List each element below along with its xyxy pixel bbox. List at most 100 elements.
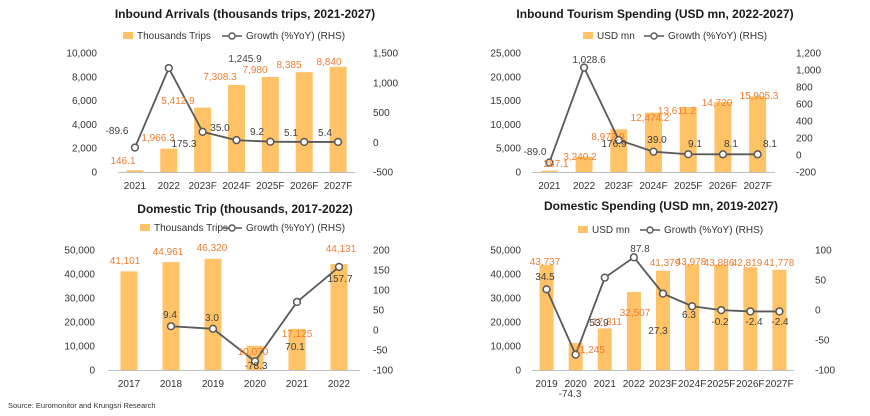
x-tick-label: 2021 [538, 181, 561, 192]
y-left-tick: 20,000 [490, 72, 521, 83]
bar [645, 112, 662, 172]
growth-value-label: 1,245.9 [228, 54, 262, 65]
bar [626, 291, 641, 370]
legend-line-marker [650, 32, 658, 40]
growth-value-label: 9.1 [688, 139, 702, 150]
y-right-tick: 0 [373, 326, 379, 337]
legend-bar-swatch [583, 32, 593, 39]
legend-bar-label: Thousands Trips [154, 223, 228, 234]
growth-point [629, 253, 639, 262]
x-tick-label: 2023F [188, 181, 216, 192]
bar-value-label: 17,125 [282, 329, 313, 340]
growth-point [684, 150, 693, 159]
bar-value-label: 42,819 [732, 258, 763, 269]
y-right-tick: 800 [796, 83, 813, 94]
growth-value-label: 70.1 [285, 342, 305, 353]
growth-value-label: 27.3 [648, 326, 668, 337]
growth-point [658, 289, 668, 298]
y-right-tick: 150 [373, 266, 390, 277]
x-tick-label: 2021 [286, 379, 309, 390]
bar [772, 269, 787, 370]
y-left-tick: 2,000 [72, 144, 97, 155]
y-right-tick: -100 [815, 366, 835, 377]
legend-line-label: Growth (%YoY) (RHS) [246, 31, 345, 42]
bar-value-label: 15,905.3 [740, 91, 779, 102]
growth-point [753, 150, 762, 159]
bar-value-label: 7,308.3 [203, 72, 237, 83]
legend-bar-swatch [140, 224, 150, 231]
growth-point [292, 297, 302, 307]
bar [597, 328, 612, 370]
growth-value-label: -89.6 [106, 126, 129, 137]
y-left-tick: 50,000 [64, 246, 95, 257]
y-left-tick: 25,000 [490, 49, 521, 60]
bar-value-label: 41,101 [110, 256, 141, 267]
bar-value-label: 17,311 [592, 317, 622, 328]
y-left-tick: 6,000 [72, 96, 97, 107]
x-tick-label: 2026F [736, 379, 764, 390]
bar [714, 264, 729, 370]
y-left-tick: 5,000 [496, 144, 521, 155]
bar-value-label: 146.1 [110, 156, 135, 167]
bar-value-label: 43,978 [676, 257, 707, 268]
legend-line-label: Growth (%YoY) (RHS) [246, 223, 345, 234]
x-tick-label: 2027F [765, 379, 793, 390]
growth-point [600, 273, 609, 282]
x-tick-label: 2022 [328, 379, 351, 390]
y-left-tick: 0 [515, 366, 521, 377]
y-right-tick: -50 [373, 346, 388, 357]
y-right-tick: 200 [373, 246, 390, 257]
y-right-tick: 50 [815, 276, 827, 287]
chart-title: Inbound Tourism Spending (USD mn, 2022-2… [516, 7, 793, 21]
growth-value-label: 157.7 [327, 274, 352, 285]
y-right-tick: 1,000 [796, 66, 821, 77]
x-tick-label: 2023F [649, 379, 677, 390]
x-tick-label: 2022 [573, 181, 596, 192]
legend-line-label: Growth (%YoY) (RHS) [668, 31, 767, 42]
legend-bar-swatch [123, 32, 133, 39]
growth-value-label: 87.8 [630, 244, 650, 255]
y-left-tick: 50,000 [490, 246, 521, 257]
x-tick-label: 2020 [565, 379, 588, 390]
y-left-tick: 40,000 [64, 270, 95, 281]
y-left-tick: 30,000 [490, 294, 521, 305]
bar [540, 170, 558, 172]
y-right-tick: 100 [373, 286, 390, 297]
growth-point [266, 137, 275, 146]
bar [329, 66, 347, 172]
growth-value-label: -74.3 [559, 389, 582, 400]
bar [261, 77, 279, 172]
y-left-tick: 0 [515, 168, 521, 179]
bar-value-label: 14,720 [702, 98, 733, 109]
bar [288, 328, 306, 370]
bar [749, 96, 767, 172]
x-tick-label: 2019 [202, 379, 225, 390]
bar [679, 107, 697, 172]
growth-point [746, 307, 755, 316]
x-tick-label: 2026F [290, 181, 318, 192]
bar-value-label: 44,131 [326, 244, 357, 255]
growth-point [164, 63, 173, 73]
bar-value-label: 287.1 [543, 159, 568, 170]
y-right-tick: 600 [796, 100, 813, 111]
x-tick-label: 2023F [605, 181, 633, 192]
growth-point [571, 350, 580, 359]
bar-value-label: 41,778 [764, 258, 795, 269]
growth-point [542, 285, 551, 294]
bar [610, 129, 628, 172]
bar-value-label: 46,320 [197, 243, 228, 254]
growth-point [250, 357, 260, 366]
x-tick-label: 2025F [707, 379, 735, 390]
growth-point [687, 302, 697, 311]
y-right-tick: -200 [796, 168, 816, 179]
growth-point [300, 137, 309, 147]
y-left-tick: 15,000 [490, 96, 521, 107]
bar [656, 270, 670, 370]
y-left-tick: 4,000 [72, 120, 97, 131]
y-right-tick: 0 [815, 306, 821, 317]
bar-value-label: 10,070 [238, 347, 269, 358]
growth-value-label: 8.1 [763, 139, 777, 150]
x-tick-label: 2027F [743, 181, 771, 192]
growth-value-label: 34.5 [535, 272, 555, 283]
